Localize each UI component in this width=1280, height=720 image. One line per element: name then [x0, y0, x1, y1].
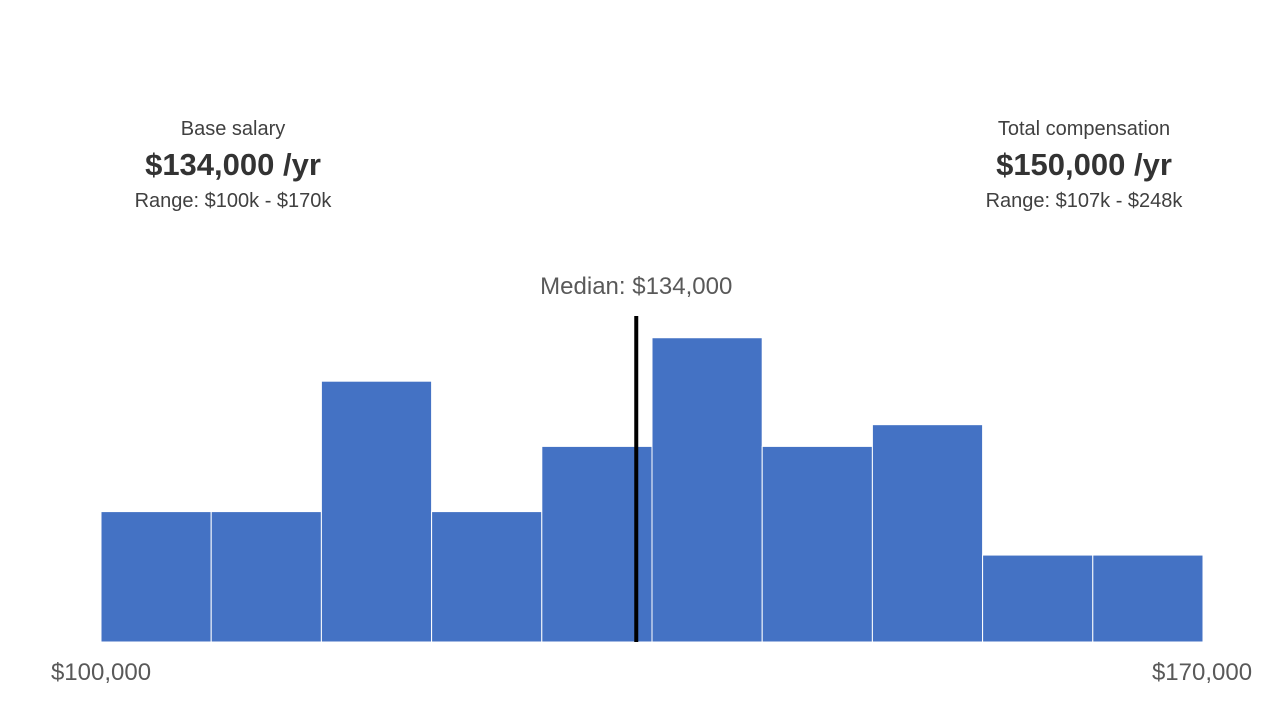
- base-salary-label: Base salary: [180, 118, 286, 140]
- histogram-bar: [1092, 554, 1204, 643]
- histogram-bar: [210, 511, 322, 643]
- histogram-bars: [100, 337, 1204, 643]
- histogram-bar: [431, 511, 543, 643]
- base-salary-range: Range: $100k - $170k: [134, 190, 332, 212]
- median-label: Median: $134,000: [540, 273, 732, 300]
- x-tick-label-min: $100,000: [51, 659, 151, 686]
- total-compensation-summary: Total compensation $150,000 /yr Range: $…: [914, 116, 1254, 214]
- histogram-bar: [100, 511, 212, 643]
- base-salary-value: $134,000 /yr: [145, 147, 321, 182]
- base-salary-summary: Base salary $134,000 /yr Range: $100k - …: [63, 116, 403, 214]
- histogram-bar: [651, 337, 763, 643]
- x-tick-label-max: $170,000: [1152, 659, 1252, 686]
- histogram-bar: [871, 424, 984, 643]
- total-compensation-range: Range: $107k - $248k: [985, 190, 1183, 212]
- total-compensation-value: $150,000 /yr: [996, 147, 1172, 182]
- histogram-bar: [541, 445, 653, 643]
- total-compensation-label: Total compensation: [997, 118, 1171, 140]
- histogram-bar: [982, 554, 1094, 643]
- histogram-bar: [320, 380, 433, 643]
- histogram-bar: [761, 445, 873, 643]
